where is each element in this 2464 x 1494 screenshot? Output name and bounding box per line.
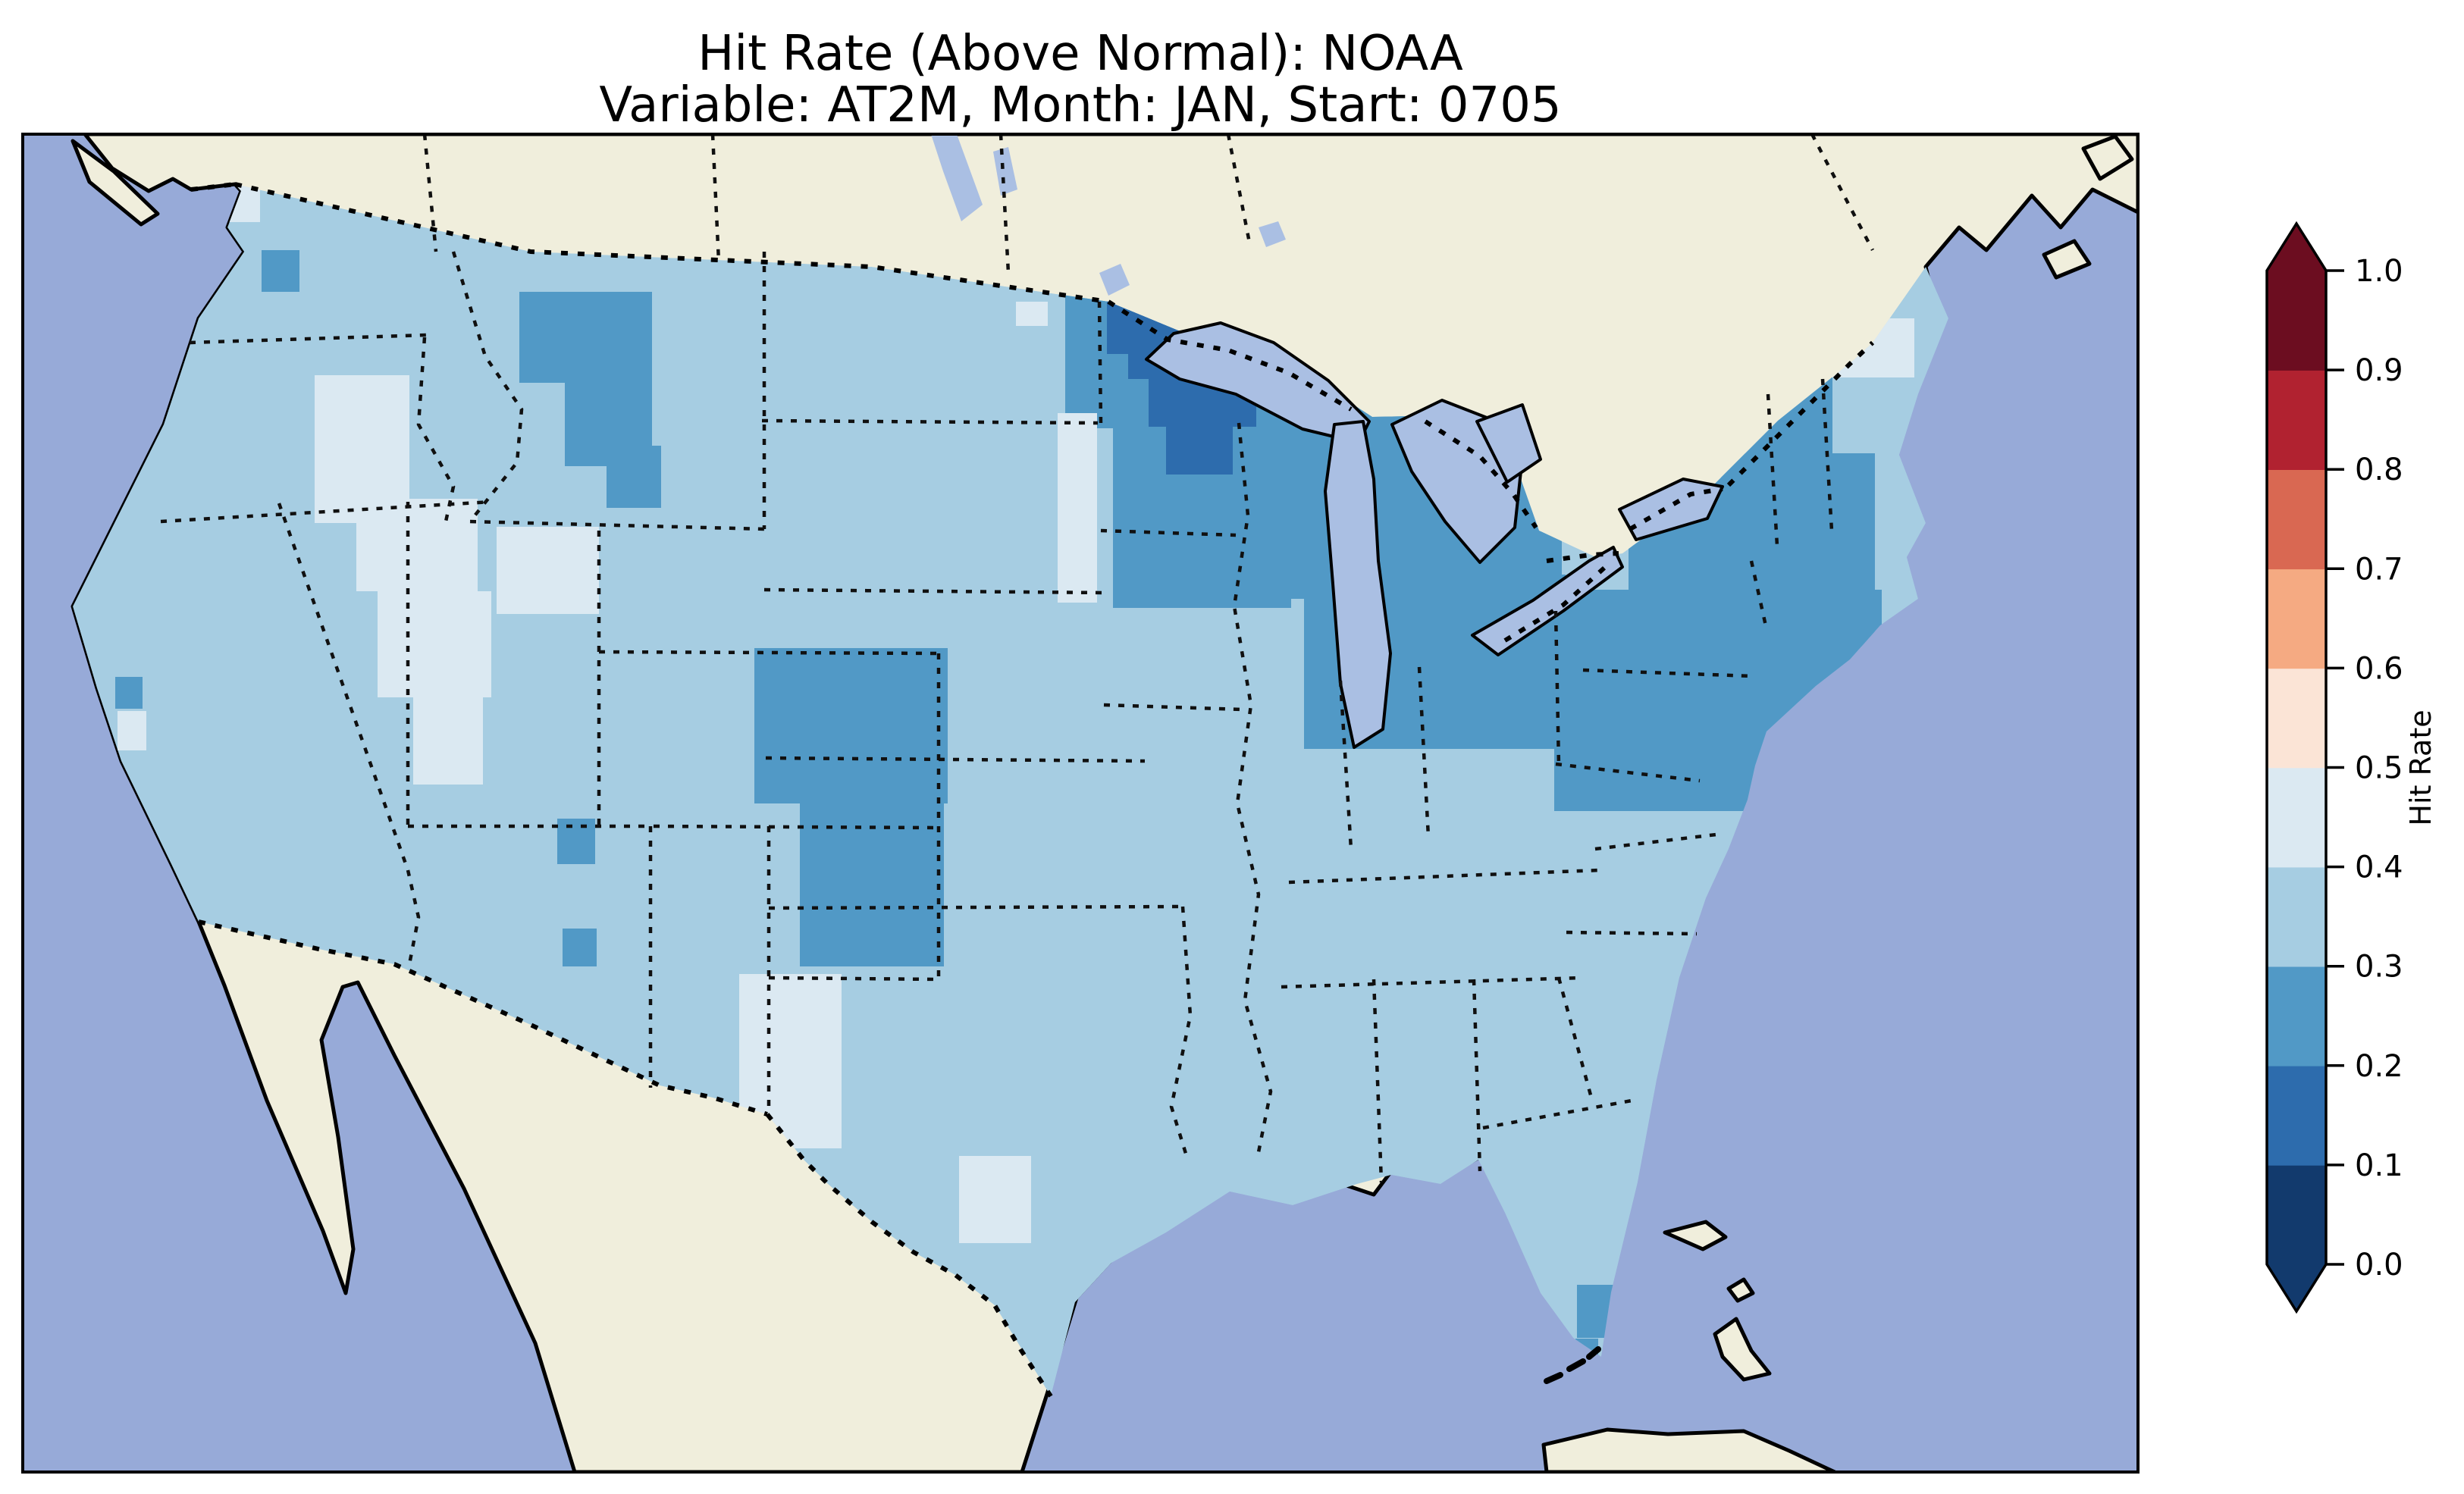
colorbar xyxy=(2265,221,2328,1314)
mexico-us-border xyxy=(198,919,1053,1398)
colorbar-extend-min xyxy=(2267,1264,2326,1311)
colorbar-tick-label: 0.5 xyxy=(2355,751,2403,786)
colorbar-bin-0.1-0.2 xyxy=(2267,1065,2326,1166)
bahamas-island-1 xyxy=(1663,1220,1728,1251)
canada-us-border xyxy=(190,182,1875,643)
colorbar-bin-0.8-0.9 xyxy=(2267,370,2326,470)
colorbar-tick-label: 1.0 xyxy=(2355,254,2403,289)
colorbar-ticks: 0.0 0.1 0.2 0.3 0.4 0.5 0.6 0.7 0.8 0.9 1.0 xyxy=(2326,254,2403,1283)
florida-keys xyxy=(1544,1346,1601,1384)
colorbar-tick-label: 0.8 xyxy=(2355,453,2403,487)
hit-rate-cell-bin-2 xyxy=(115,677,143,709)
colorbar-bin-0.5-0.6 xyxy=(2267,668,2326,769)
lake-winnipeg xyxy=(931,134,983,221)
hit-rate-cell-bin-2 xyxy=(754,648,948,803)
lake-ontario xyxy=(1618,478,1724,541)
vancouver-island xyxy=(71,139,160,227)
lakes xyxy=(931,134,1724,749)
hit-rate-cell-bin-4 xyxy=(1016,302,1048,326)
hit-rate-cell-bin-4 xyxy=(1058,413,1097,603)
lake-superior xyxy=(1145,321,1371,444)
colorbar-bin-0.3-0.4 xyxy=(2267,866,2326,967)
colorbar-tick-label: 0.0 xyxy=(2355,1248,2403,1283)
map-axes xyxy=(23,134,2138,1472)
hit-rate-cell-bin-2 xyxy=(557,819,595,864)
lake-of-the-woods xyxy=(1099,264,1130,296)
lake-nipigon xyxy=(1259,221,1286,247)
chart-subtitle: Variable: AT2M, Month: JAN, Start: 0705 xyxy=(599,77,1561,133)
hit-rate-cell-bin-2 xyxy=(800,788,944,966)
province-borders xyxy=(422,134,1874,274)
hit-rate-cell-bin-2 xyxy=(563,929,597,966)
colorbar-bin-0.6-0.7 xyxy=(2267,568,2326,669)
bahamas-island-3 xyxy=(1713,1317,1772,1382)
hit-rate-cell-bin-2 xyxy=(607,446,661,508)
axes-frame xyxy=(21,133,2140,1474)
lake-michigan xyxy=(1324,420,1392,749)
hit-rate-cell-bin-4 xyxy=(356,499,478,591)
cuba xyxy=(1541,1427,1837,1472)
hit-rate-cell-bin-4 xyxy=(959,1156,1031,1243)
hit-rate-cell-bin-4 xyxy=(315,375,409,523)
hit-rate-cell-bin-4 xyxy=(413,694,483,785)
colorbar-axis-label: Hit Rate xyxy=(2404,709,2437,825)
islands xyxy=(71,134,2134,1472)
state-borders xyxy=(160,251,1834,1183)
hit-rate-cell-bin-4 xyxy=(378,591,491,697)
chart-title: Hit Rate (Above Normal): NOAA xyxy=(698,26,1463,82)
georgian-bay xyxy=(1475,403,1542,484)
colorbar-tick-label: 0.4 xyxy=(2355,850,2403,885)
hit-rate-cell-bin-2 xyxy=(519,292,652,383)
colorbar-tick-label: 0.3 xyxy=(2355,950,2403,985)
colorbar-bin-0.9-1.0 xyxy=(2267,271,2326,371)
nova-scotia-island xyxy=(2042,239,2092,280)
bahamas-island-2 xyxy=(1726,1277,1755,1303)
colorbar-tick-label: 0.7 xyxy=(2355,552,2403,587)
colorbar-bin-0.0-0.1 xyxy=(2267,1164,2326,1265)
colorbar-tick-label: 0.9 xyxy=(2355,353,2403,388)
colorbar-tick-label: 0.1 xyxy=(2355,1148,2403,1183)
colorbar-bin-0.7-0.8 xyxy=(2267,469,2326,570)
hit-rate-cell-bin-1 xyxy=(1166,415,1233,475)
colorbar-tick-label: 0.2 xyxy=(2355,1049,2403,1084)
lake-manitoba xyxy=(993,147,1017,196)
colorbar-bin-0.2-0.3 xyxy=(2267,966,2326,1066)
atlantic-canada-island xyxy=(2081,134,2134,181)
colorbar-tick-label: 0.6 xyxy=(2355,651,2403,686)
hit-rate-cell-bin-2 xyxy=(262,250,299,292)
colorbar-extend-max xyxy=(2267,224,2326,271)
hit-rate-cell-bin-4 xyxy=(118,711,146,750)
colorbar-bin-0.4-0.5 xyxy=(2267,767,2326,868)
lake-erie xyxy=(1471,546,1624,656)
hit-rate-cell-bin-4 xyxy=(497,527,599,614)
